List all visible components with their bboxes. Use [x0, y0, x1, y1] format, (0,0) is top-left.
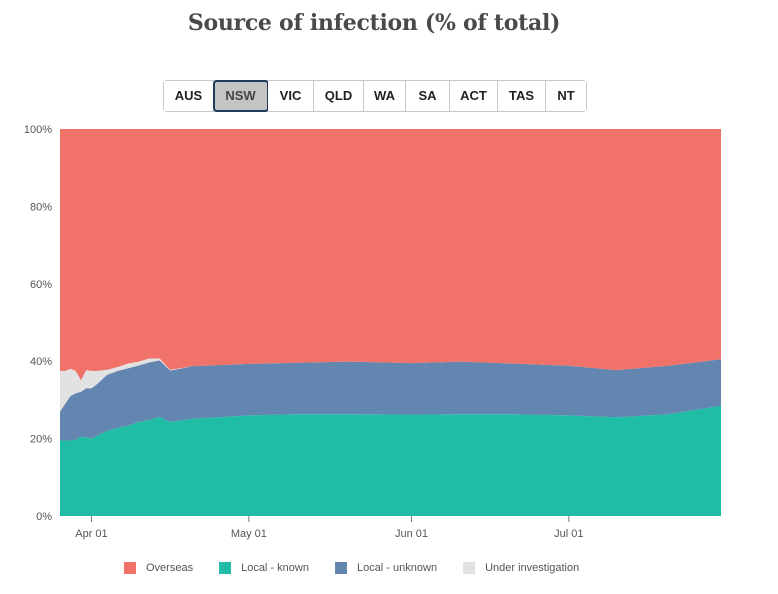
- state-tab-bar: AUS NSW VIC QLD WA SA ACT TAS NT: [163, 80, 587, 112]
- tab-tas[interactable]: TAS: [498, 81, 546, 111]
- tab-vic[interactable]: VIC: [268, 81, 314, 111]
- y-tick-label: 20%: [30, 434, 52, 446]
- legend-label: Local - unknown: [356, 562, 438, 574]
- x-tick-label: Jun 01: [395, 528, 428, 540]
- tab-nsw[interactable]: NSW: [213, 80, 269, 112]
- x-tick-label: Jul 01: [554, 528, 583, 540]
- legend-item-overseas: Overseas: [124, 562, 193, 574]
- chart-title: Source of infection (% of total): [187, 10, 561, 36]
- legend-swatch: [124, 562, 136, 574]
- legend-item-local-known: Local - known: [219, 562, 309, 574]
- x-tick-label: May 01: [231, 528, 267, 540]
- legend-label: Overseas: [146, 562, 194, 574]
- legend-item-under-investigation: Under investigation: [463, 562, 579, 574]
- y-tick-label: 80%: [30, 201, 52, 213]
- legend-swatch: [219, 562, 232, 574]
- legend-label: Local - known: [241, 562, 309, 574]
- tab-sa[interactable]: SA: [406, 81, 450, 111]
- tab-act[interactable]: ACT: [450, 81, 498, 111]
- legend-label: Under investigation: [485, 562, 580, 574]
- legend-swatch: [463, 562, 476, 574]
- area-local-known: [60, 405, 721, 516]
- chart-legend: Overseas Local - known Local - unknown Unde…: [124, 562, 605, 574]
- tab-aus[interactable]: AUS: [164, 81, 214, 111]
- y-tick-label: 0%: [36, 511, 52, 523]
- tab-qld[interactable]: QLD: [314, 81, 364, 111]
- y-tick-label: 40%: [30, 356, 52, 368]
- tab-nt[interactable]: NT: [546, 81, 586, 111]
- y-tick-label: 60%: [30, 279, 52, 291]
- legend-item-local-unknown: Local - unknown: [334, 562, 438, 574]
- area-local-unknown: [60, 359, 721, 441]
- area-overseas: [60, 129, 721, 381]
- x-tick-label: Apr 01: [75, 528, 107, 540]
- y-tick-label: 100%: [24, 124, 52, 136]
- tab-wa[interactable]: WA: [364, 81, 406, 111]
- legend-swatch: [334, 562, 347, 574]
